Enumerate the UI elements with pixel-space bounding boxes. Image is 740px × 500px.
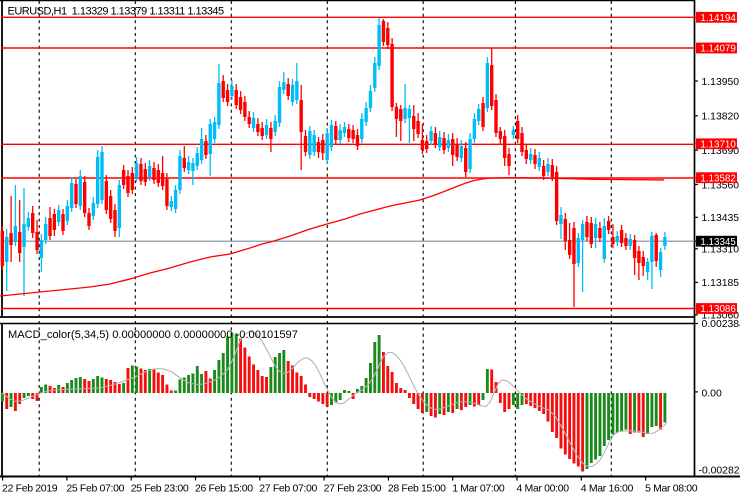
svg-text:28 Feb 15:00: 28 Feb 15:00 <box>388 482 446 494</box>
svg-text:25 Feb 07:00: 25 Feb 07:00 <box>66 482 124 494</box>
svg-text:1.13310: 1.13310 <box>702 245 740 256</box>
svg-text:26 Feb 15:00: 26 Feb 15:00 <box>195 482 253 494</box>
svg-text:5 Mar 08:00: 5 Mar 08:00 <box>645 482 698 494</box>
svg-text:27 Feb 07:00: 27 Feb 07:00 <box>259 482 317 494</box>
svg-text:0.00: 0.00 <box>702 389 722 400</box>
svg-text:1.13560: 1.13560 <box>702 180 740 191</box>
svg-text:1.13086: 1.13086 <box>700 304 736 315</box>
svg-text:1.14079: 1.14079 <box>700 44 735 55</box>
svg-text:1.14194: 1.14194 <box>700 13 736 24</box>
svg-text:1 Mar 07:00: 1 Mar 07:00 <box>452 482 505 494</box>
svg-text:MACD_color(5,34,5) 0.00000000: MACD_color(5,34,5) 0.00000000 0.00000000… <box>8 329 298 341</box>
svg-text:1.13060: 1.13060 <box>702 311 740 322</box>
svg-text:1.13950: 1.13950 <box>702 77 740 88</box>
svg-text:1.13435: 1.13435 <box>702 213 740 224</box>
svg-text:27 Feb 23:00: 27 Feb 23:00 <box>324 482 382 494</box>
svg-text:22 Feb 2019: 22 Feb 2019 <box>2 482 58 494</box>
svg-text:4 Mar 16:00: 4 Mar 16:00 <box>581 482 634 494</box>
svg-text:0.0023846: 0.0023846 <box>702 319 740 330</box>
svg-text:1.13820: 1.13820 <box>702 112 740 123</box>
svg-text:1.13710: 1.13710 <box>700 139 736 150</box>
svg-text:1.13185: 1.13185 <box>702 278 740 289</box>
svg-text:1.13345: 1.13345 <box>700 237 736 248</box>
svg-text:-0.0028240: -0.0028240 <box>699 465 740 476</box>
svg-text:4 Mar 00:00: 4 Mar 00:00 <box>517 482 570 494</box>
svg-text:EURUSD,H1 1.13329 1.13379 1.1: EURUSD,H1 1.13329 1.13379 1.13311 1.1334… <box>8 5 224 17</box>
svg-text:1.13690: 1.13690 <box>702 146 740 157</box>
svg-text:1.13582: 1.13582 <box>700 173 735 184</box>
svg-text:25 Feb 23:00: 25 Feb 23:00 <box>131 482 189 494</box>
